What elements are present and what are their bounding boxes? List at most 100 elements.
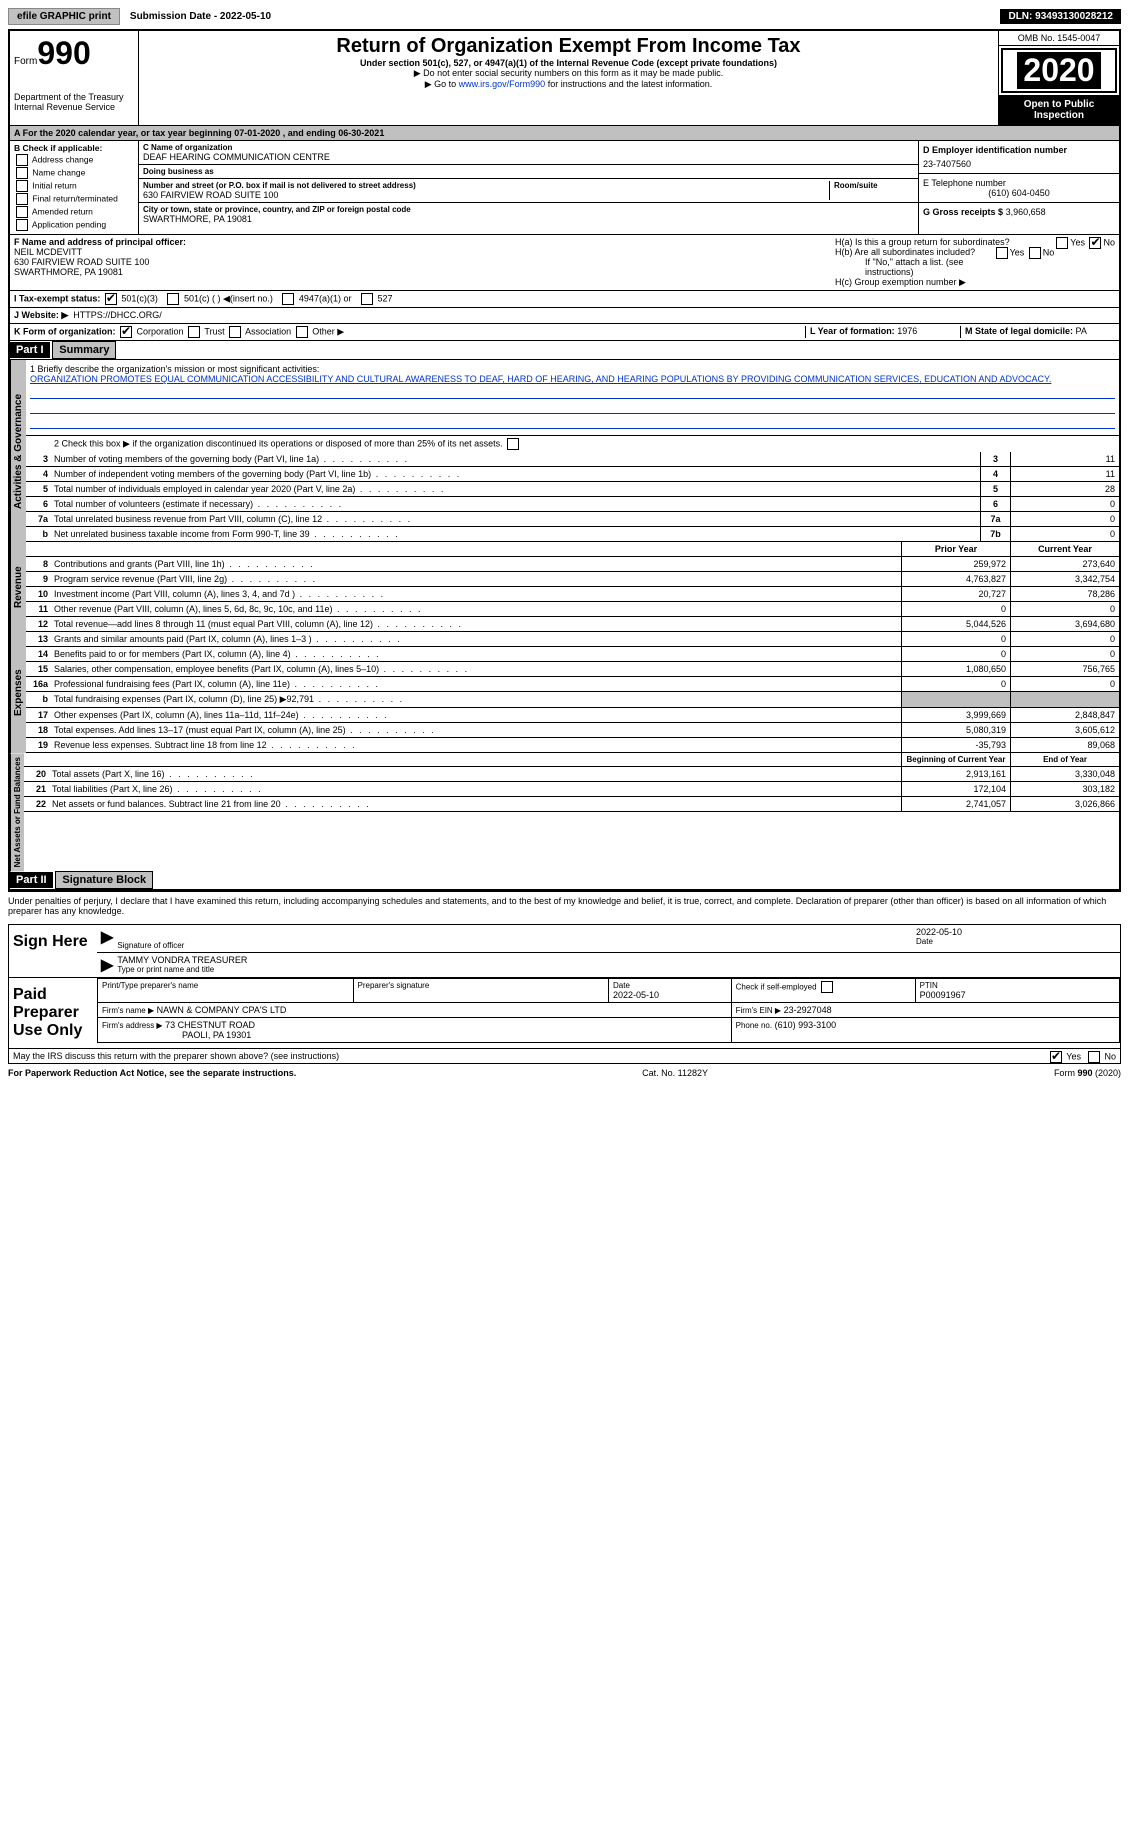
sig-officer-label: Signature of officer: [117, 941, 916, 950]
chk-self-employed[interactable]: [821, 981, 833, 993]
street-address: 630 FAIRVIEW ROAD SUITE 100: [143, 190, 825, 200]
col-headers: Prior Year Current Year: [26, 542, 1119, 557]
officer-name: NEIL MCDEVITT: [14, 247, 827, 257]
chk-discuss-no[interactable]: [1088, 1051, 1100, 1063]
ha-question: H(a) Is this a group return for subordin…: [835, 237, 1115, 247]
form-header: Form990 Department of the Treasury Inter…: [10, 31, 1119, 126]
ein-value: 23-7407560: [923, 159, 1115, 169]
year-formation: 1976: [897, 326, 917, 336]
section-f-h: F Name and address of principal officer:…: [10, 235, 1119, 291]
chk-other[interactable]: [296, 326, 308, 338]
footer: For Paperwork Reduction Act Notice, see …: [8, 1064, 1121, 1082]
chk-final-return[interactable]: Final return/terminated: [14, 193, 134, 205]
table-row: bTotal fundraising expenses (Part IX, co…: [26, 692, 1119, 708]
row-j: J Website: ▶ HTTPS://DHCC.ORG/: [10, 308, 1119, 324]
subtitle-3: ▶ Go to www.irs.gov/Form990 for instruct…: [143, 79, 994, 90]
city-value: SWARTHMORE, PA 19081: [143, 214, 914, 224]
subtitle-1: Under section 501(c), 527, or 4947(a)(1)…: [143, 58, 994, 68]
chk-amended[interactable]: Amended return: [14, 206, 134, 218]
table-row: 20Total assets (Part X, line 16)2,913,16…: [24, 767, 1119, 782]
firm-ein: 23-2927048: [784, 1005, 832, 1015]
open-inspection: Open to Public Inspection: [999, 95, 1119, 125]
table-row: 17Other expenses (Part IX, column (A), l…: [26, 708, 1119, 723]
chk-initial-return[interactable]: Initial return: [14, 180, 134, 192]
website-value: HTTPS://DHCC.ORG/: [73, 310, 162, 320]
chk-pending[interactable]: Application pending: [14, 219, 134, 231]
chk-527[interactable]: [361, 293, 373, 305]
expenses-section: Expenses 13Grants and similar amounts pa…: [10, 632, 1119, 753]
state-domicile: PA: [1076, 326, 1087, 336]
table-row: 3Number of voting members of the governi…: [26, 452, 1119, 467]
form-container: Form990 Department of the Treasury Inter…: [8, 29, 1121, 892]
table-row: 18Total expenses. Add lines 13–17 (must …: [26, 723, 1119, 738]
table-row: 10Investment income (Part VIII, column (…: [26, 587, 1119, 602]
table-row: 9Program service revenue (Part VIII, lin…: [26, 572, 1119, 587]
table-row: 13Grants and similar amounts paid (Part …: [26, 632, 1119, 647]
part2-header-row: Part II Signature Block: [10, 871, 1119, 890]
phone-value: (610) 604-0450: [923, 188, 1115, 198]
discuss-row: May the IRS discuss this return with the…: [8, 1049, 1121, 1064]
irs-link[interactable]: www.irs.gov/Form990: [459, 79, 546, 89]
section-b-through-g: B Check if applicable: Address change Na…: [10, 141, 1119, 235]
dept-treasury: Department of the Treasury Internal Reve…: [14, 92, 134, 112]
chk-address-change[interactable]: Address change: [14, 154, 134, 166]
room-label: Room/suite: [834, 181, 914, 190]
ptin-value: P00091967: [920, 990, 1115, 1000]
penalties-text: Under penalties of perjury, I declare th…: [8, 892, 1121, 920]
part1-header-row: Part I Summary: [10, 341, 1119, 360]
footer-mid: Cat. No. 11282Y: [642, 1068, 708, 1078]
tab-netassets: Net Assets or Fund Balances: [10, 753, 24, 871]
chk-501c[interactable]: [167, 293, 179, 305]
footer-left: For Paperwork Reduction Act Notice, see …: [8, 1068, 296, 1078]
omb-number: OMB No. 1545-0047: [999, 31, 1119, 46]
chk-trust[interactable]: [188, 326, 200, 338]
form-title: Return of Organization Exempt From Incom…: [143, 35, 994, 58]
b-label: B Check if applicable:: [14, 143, 134, 153]
chk-discuss-yes[interactable]: [1050, 1051, 1062, 1063]
firm-addr2: PAOLI, PA 19301: [182, 1030, 251, 1040]
table-row: 12Total revenue—add lines 8 through 11 (…: [26, 617, 1119, 632]
form-number: Form990: [14, 35, 134, 72]
chk-4947[interactable]: [282, 293, 294, 305]
submission-date: Submission Date - 2022-05-10: [124, 9, 277, 24]
table-row: 15Salaries, other compensation, employee…: [26, 662, 1119, 677]
sig-name-label: Type or print name and title: [117, 965, 1116, 974]
revenue-section: Revenue Prior Year Current Year 8Contrib…: [10, 542, 1119, 632]
gross-value: 3,960,658: [1006, 207, 1046, 217]
part2-title: Signature Block: [55, 871, 153, 889]
dba-label: Doing business as: [143, 167, 914, 176]
table-row: 11Other revenue (Part VIII, column (A), …: [26, 602, 1119, 617]
q2-text: 2 Check this box ▶ if the organization d…: [50, 436, 1119, 452]
row-i: I Tax-exempt status: 501(c)(3) 501(c) ( …: [10, 291, 1119, 308]
prep-date: 2022-05-10: [613, 990, 727, 1000]
table-row: 22Net assets or fund balances. Subtract …: [24, 797, 1119, 812]
table-row: 4Number of independent voting members of…: [26, 467, 1119, 482]
chk-name-change[interactable]: Name change: [14, 167, 134, 179]
subtitle-2: ▶ Do not enter social security numbers o…: [143, 68, 994, 79]
signature-block: Sign Here ▶ Signature of officer 2022-05…: [8, 924, 1121, 1049]
paid-preparer-label: Paid Preparer Use Only: [9, 978, 97, 1048]
f-label: F Name and address of principal officer:: [14, 237, 827, 247]
chk-501c3[interactable]: [105, 293, 117, 305]
chk-discontinued[interactable]: [507, 438, 519, 450]
table-row: bNet unrelated business taxable income f…: [26, 527, 1119, 542]
part1-body: Activities & Governance 1 Briefly descri…: [10, 360, 1119, 542]
gross-label: G Gross receipts $: [923, 207, 1003, 217]
part2-badge: Part II: [10, 872, 53, 888]
mission-text: ORGANIZATION PROMOTES EQUAL COMMUNICATIO…: [30, 374, 1115, 384]
firm-phone: (610) 993-3100: [775, 1020, 837, 1030]
table-row: 21Total liabilities (Part X, line 26)172…: [24, 782, 1119, 797]
org-name: DEAF HEARING COMMUNICATION CENTRE: [143, 152, 914, 162]
firm-addr1: 73 CHESTNUT ROAD: [165, 1020, 255, 1030]
chk-assoc[interactable]: [229, 326, 241, 338]
table-row: 8Contributions and grants (Part VIII, li…: [26, 557, 1119, 572]
tax-year: 2020: [1017, 52, 1100, 89]
part1-title: Summary: [52, 341, 116, 359]
preparer-table: Print/Type preparer's name Preparer's si…: [97, 978, 1120, 1043]
tab-revenue: Revenue: [10, 542, 26, 632]
netassets-section: Net Assets or Fund Balances Beginning of…: [10, 753, 1119, 871]
addr-label: Number and street (or P.O. box if mail i…: [143, 181, 825, 190]
efile-print-button[interactable]: efile GRAPHIC print: [8, 8, 120, 25]
col-headers-2: Beginning of Current Year End of Year: [24, 753, 1119, 767]
chk-corp[interactable]: [120, 326, 132, 338]
